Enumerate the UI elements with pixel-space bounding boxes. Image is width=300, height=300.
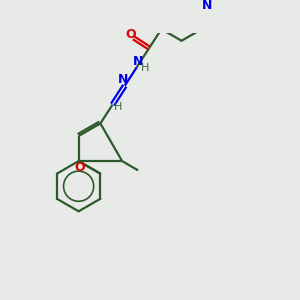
Text: O: O (125, 28, 136, 41)
Text: O: O (75, 161, 85, 174)
Text: N: N (133, 55, 143, 68)
Text: N: N (202, 0, 213, 12)
Text: H: H (114, 102, 123, 112)
Text: N: N (118, 74, 129, 86)
Text: H: H (141, 63, 150, 73)
